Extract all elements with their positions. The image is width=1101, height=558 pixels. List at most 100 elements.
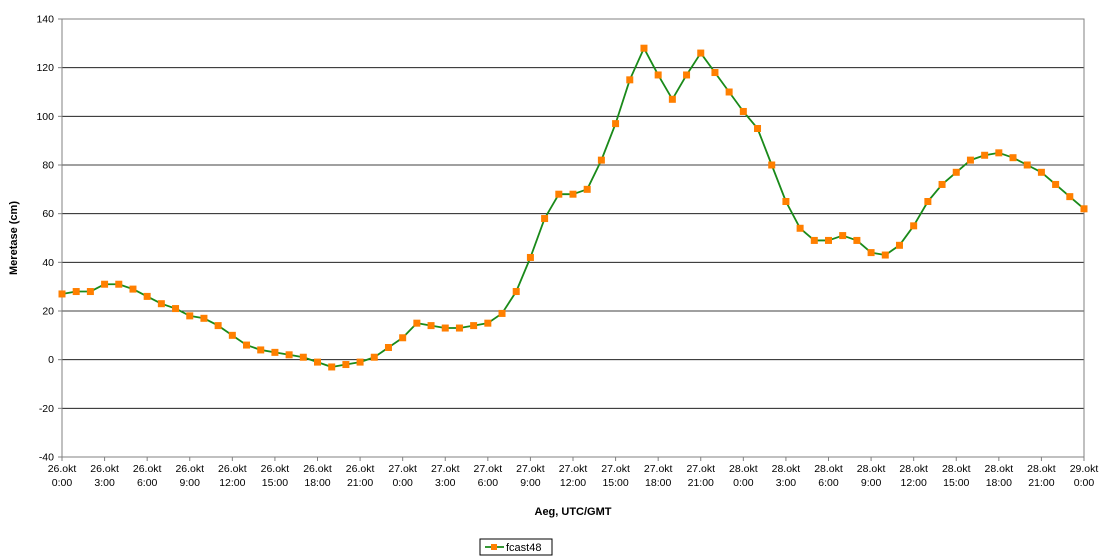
data-point-marker [214,322,222,330]
x-tick-label-date: 26.okt [218,463,247,475]
data-point-marker [285,351,293,359]
series-line [61,47,1085,368]
x-tick-label-time: 9:00 [180,477,201,489]
x-tick-label-time: 6:00 [137,477,158,489]
x-tick-label-time: 21:00 [347,477,373,489]
x-tick-label-time: 0:00 [1074,477,1095,489]
data-point-marker [413,319,421,327]
data-point-marker [243,341,251,349]
data-point-marker [455,324,463,332]
data-point-marker [484,319,492,327]
data-point-marker [952,168,960,176]
data-point-marker [1052,180,1060,188]
x-tick-label-time: 21:00 [1028,477,1054,489]
data-point-marker [498,309,506,317]
data-point-marker [966,156,974,164]
y-tick-label: 0 [48,354,54,366]
data-point-marker [328,363,336,371]
data-point-marker [697,49,705,57]
data-point-marker [924,198,932,205]
x-tick-label-date: 26.okt [303,463,332,475]
data-point-marker [512,288,520,296]
data-point-marker [910,222,918,230]
data-point-marker [356,358,364,366]
data-point-marker [101,280,109,288]
data-point-marker [299,353,307,361]
y-tick-label: -20 [39,403,54,415]
legend-marker-symbol [491,544,497,550]
x-axis-tick-labels: 26.okt 0:00 26.okt 3:00 26.okt 6:00 26.okt 9:00… [48,457,1099,489]
data-point-marker [58,290,66,298]
x-tick-label-time: 18:00 [986,477,1012,489]
x-tick-label-time: 15:00 [262,477,288,489]
x-tick-label-date: 26.okt [261,463,290,475]
x-tick-label-time: 12:00 [560,477,586,489]
data-point-marker [86,288,94,296]
x-tick-label-date: 28.okt [814,463,843,475]
x-tick-label-time: 18:00 [645,477,671,489]
data-point-marker [470,322,478,330]
data-point-marker [810,236,818,244]
data-point-marker [825,236,832,244]
x-tick-label-date: 28.okt [1027,463,1056,475]
x-tick-label-date: 29.okt [1070,463,1099,475]
x-tick-label-date: 28.okt [899,463,928,475]
x-tick-label-time: 0:00 [392,477,413,489]
data-point-marker [725,88,733,96]
x-tick-label-time: 12:00 [219,477,245,489]
data-point-marker [1066,193,1074,201]
x-tick-label-time: 6:00 [818,477,839,489]
x-tick-label-date: 28.okt [985,463,1014,475]
data-point-marker [995,149,1003,157]
data-point-marker [612,120,620,128]
data-point-marker [541,215,549,223]
data-point-marker [938,180,946,188]
data-point-marker [186,312,194,320]
x-tick-label-time: 3:00 [435,477,456,489]
x-tick-label-time: 0:00 [52,477,73,489]
data-point-marker [157,300,165,308]
legend-label: fcast48 [506,542,541,554]
data-point-marker [1037,168,1045,176]
x-tick-label-time: 15:00 [602,477,628,489]
x-tick-label-time: 3:00 [776,477,797,489]
x-tick-label-time: 6:00 [478,477,499,489]
y-tick-label: 120 [36,62,54,74]
data-point-marker [399,334,407,342]
x-tick-label-date: 28.okt [942,463,971,475]
data-point-marker [1023,161,1031,169]
legend: fcast48 [479,538,553,556]
y-tick-label: 100 [36,111,54,123]
x-tick-label-time: 21:00 [688,477,714,489]
data-point-marker [768,161,776,169]
x-tick-label-date: 27.okt [474,463,503,475]
data-point-marker [384,344,392,351]
data-point-marker [72,288,80,296]
y-tick-label: 20 [42,306,54,318]
x-tick-label-date: 27.okt [516,463,545,475]
data-point-marker [427,322,435,330]
data-point-marker [228,331,236,339]
data-point-marker [981,151,989,159]
y-tick-label: 80 [42,160,54,172]
data-point-marker [555,190,563,198]
data-point-marker [129,285,137,293]
x-tick-label-date: 26.okt [175,463,204,475]
y-axis-tick-labels: -40 -20 0 20 40 60 80 100 120 140 [36,14,62,464]
data-point-marker [782,198,790,205]
y-tick-label: 40 [42,257,54,269]
x-tick-label-time: 3:00 [94,477,115,489]
data-point-marker [143,292,151,300]
data-point-marker [895,241,903,249]
x-tick-label-date: 27.okt [601,463,630,475]
data-point-marker [839,232,847,240]
x-tick-label-date: 27.okt [431,463,460,475]
data-point-marker [115,280,123,288]
x-tick-label-date: 27.okt [388,463,417,475]
data-point-marker [867,249,875,257]
x-tick-label-date: 28.okt [729,463,758,475]
data-point-marker [441,324,449,332]
gridlines [62,67,1084,409]
y-tick-label: 60 [42,208,54,220]
data-point-marker [626,76,634,84]
